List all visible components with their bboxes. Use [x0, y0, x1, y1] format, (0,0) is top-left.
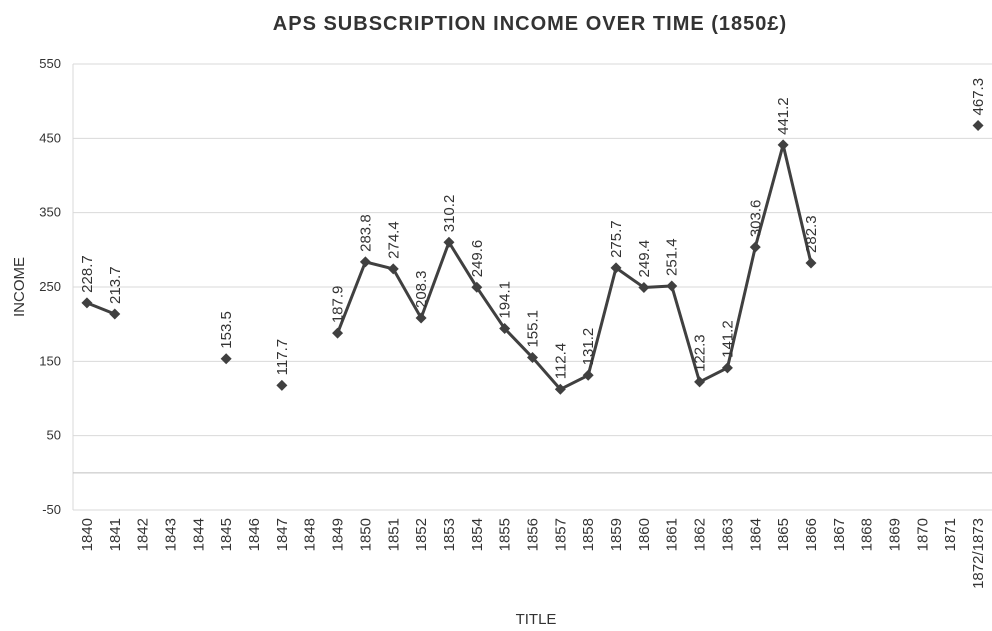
x-tick-label: 1866 — [803, 518, 820, 551]
chart-title: APS SUBSCRIPTION INCOME OVER TIME (1850£… — [273, 13, 787, 35]
y-tick-label: 350 — [39, 205, 61, 220]
marker — [805, 257, 817, 269]
marker — [554, 383, 566, 395]
y-tick-label: 550 — [39, 56, 61, 71]
y-tick-label: 450 — [39, 130, 61, 145]
marker — [777, 139, 789, 151]
x-tick-label: 1864 — [747, 518, 764, 551]
data-label: 194.1 — [497, 281, 514, 319]
marker — [499, 323, 511, 335]
marker — [694, 376, 706, 388]
x-tick-label: 1846 — [246, 518, 263, 551]
x-tick-label: 1845 — [218, 518, 235, 551]
data-label: 283.8 — [357, 214, 374, 252]
x-axis-label: TITLE — [516, 611, 557, 628]
data-label: 117.7 — [274, 339, 291, 375]
marker — [220, 353, 232, 365]
x-tick-label: 1860 — [636, 518, 653, 551]
data-label: 141.2 — [719, 320, 736, 358]
x-tick-label: 1843 — [162, 518, 179, 551]
marker — [471, 281, 483, 293]
data-label: 213.7 — [107, 266, 124, 304]
x-tick-label: 1852 — [413, 518, 430, 551]
x-tick-label: 1869 — [887, 518, 904, 551]
x-tick-label: 1872/1873 — [970, 518, 987, 589]
x-tick-label: 1870 — [914, 518, 931, 551]
x-tick-label: 1863 — [719, 518, 736, 551]
data-label: 122.3 — [692, 334, 709, 372]
x-tick-label: 1868 — [859, 518, 876, 551]
data-label: 153.5 — [218, 311, 235, 349]
x-tick-label: 1871 — [942, 518, 959, 551]
y-tick-label: 150 — [39, 353, 61, 368]
data-label: 275.7 — [608, 220, 625, 258]
x-tick-label: 1867 — [831, 518, 848, 551]
marker — [387, 263, 399, 275]
marker — [721, 362, 733, 374]
marker — [527, 352, 538, 364]
x-tick-label: 1849 — [330, 518, 347, 551]
marker — [749, 241, 761, 253]
data-label: 228.7 — [79, 255, 96, 293]
y-tick-label: 50 — [47, 428, 61, 443]
marker — [81, 297, 93, 309]
data-label: 274.4 — [385, 221, 402, 259]
data-label: 249.4 — [636, 240, 653, 278]
marker — [359, 256, 371, 268]
x-tick-label: 1854 — [469, 518, 486, 551]
data-label: 249.6 — [469, 240, 486, 278]
marker — [972, 119, 984, 131]
marker — [443, 236, 455, 248]
marker — [276, 379, 288, 391]
x-tick-label: 1855 — [497, 518, 514, 551]
marker — [582, 369, 594, 381]
data-label: 310.2 — [441, 195, 458, 233]
y-tick-label: -50 — [42, 502, 61, 517]
x-tick-label: 1840 — [79, 518, 96, 551]
x-tick-label: 1853 — [441, 518, 458, 551]
x-tick-label: 1861 — [664, 518, 681, 551]
data-label: 467.3 — [970, 78, 987, 116]
x-tick-label: 1844 — [190, 518, 207, 551]
x-tick-label: 1856 — [525, 518, 542, 551]
y-tick-label: 250 — [39, 279, 61, 294]
data-label: 303.6 — [747, 200, 764, 238]
marker — [109, 308, 121, 320]
x-tick-label: 1850 — [357, 518, 374, 551]
marker — [332, 327, 344, 339]
x-tick-label: 1865 — [775, 518, 792, 551]
data-label: 251.4 — [664, 238, 681, 276]
x-tick-label: 1857 — [552, 518, 569, 551]
x-tick-label: 1862 — [692, 518, 709, 551]
data-label: 131.2 — [580, 328, 597, 366]
x-tick-label: 1842 — [135, 518, 152, 551]
x-tick-label: 1851 — [385, 518, 402, 551]
data-label: 441.2 — [775, 97, 792, 135]
data-label: 155.1 — [525, 310, 542, 348]
data-label: 112.4 — [552, 343, 569, 379]
data-label: 208.3 — [413, 270, 430, 308]
marker — [415, 312, 427, 324]
marker — [610, 262, 622, 274]
x-tick-label: 1859 — [608, 518, 625, 551]
x-tick-label: 1847 — [274, 518, 291, 551]
x-tick-label: 1841 — [107, 518, 124, 551]
data-label: 282.3 — [803, 215, 820, 253]
x-tick-label: 1848 — [302, 518, 319, 551]
x-tick-label: 1858 — [580, 518, 597, 551]
y-axis-label: INCOME — [11, 257, 28, 317]
marker — [638, 281, 650, 293]
data-label: 187.9 — [330, 286, 347, 324]
marker — [666, 280, 678, 292]
